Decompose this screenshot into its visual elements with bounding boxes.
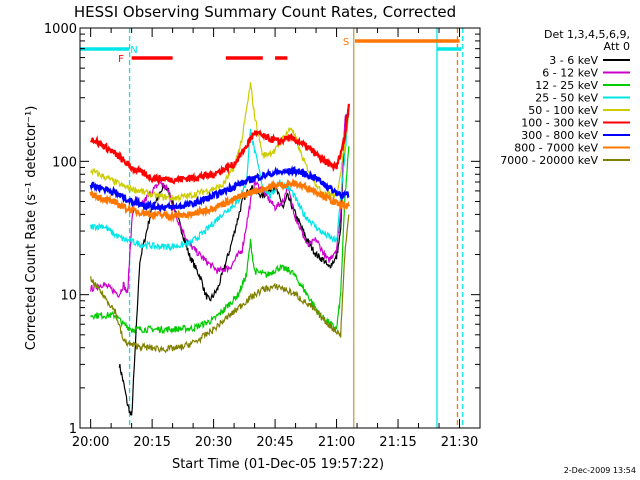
legend-entry-label: 7000 - 20000 keV: [500, 154, 598, 167]
series-line-4: [90, 82, 350, 203]
series-line-1: [90, 107, 350, 298]
x-tick-label: 21:15: [379, 435, 416, 450]
series-line-6: [89, 165, 350, 213]
plot-frame: [79, 27, 481, 429]
legend-title-line-2: Att 0: [604, 40, 630, 53]
legend-entry-label: 50 - 100 keV: [528, 104, 598, 117]
y-tick-label: 10: [60, 289, 77, 304]
legend-entry-label: 12 - 25 keV: [535, 79, 598, 92]
series-line-3: [90, 113, 350, 252]
series-line-7: [89, 178, 350, 223]
x-tick-label: 21:00: [318, 435, 355, 450]
chart-title: HESSI Observing Summary Count Rates, Cor…: [74, 3, 456, 21]
plot-area: NF S: [80, 28, 464, 428]
y-tick-label: 100: [52, 155, 77, 170]
flare_F-label: F: [118, 54, 124, 65]
legend-entry-label: 100 - 300 keV: [521, 117, 598, 130]
y-tick-label: 1000: [44, 22, 77, 37]
x-tick-label: 21:30: [441, 435, 478, 450]
series-line-0: [118, 105, 350, 416]
legend-entry-label: 3 - 6 keV: [549, 54, 598, 67]
legend-entry-label: 25 - 50 keV: [535, 92, 598, 105]
saa_N-label: N: [130, 45, 137, 56]
saa_S-label: S: [343, 37, 349, 48]
x-tick-label: 20:30: [195, 435, 232, 450]
series-line-5: [89, 103, 350, 186]
series-line-2: [90, 146, 350, 335]
series-group: [80, 28, 464, 428]
axes: 1 10 100 1000 20:00 20:15 20:30 20:45 21:00 21:15…: [44, 22, 481, 450]
legend-title-line-1: Det 1,3,4,5,6,9,: [544, 28, 630, 41]
x-tick-label: 20:15: [133, 435, 170, 450]
y-axis-label: Corrected Count Rate (s⁻¹ detector⁻¹): [24, 106, 39, 351]
legend-entry-label: 300 - 800 keV: [521, 129, 598, 142]
y-tick-label: 1: [69, 422, 77, 437]
footer-date: 2-Dec-2009 13:54: [564, 466, 636, 475]
x-axis-label: Start Time (01-Dec-05 19:57:22): [172, 457, 384, 472]
legend-entry-label: 800 - 7000 keV: [514, 142, 598, 155]
series-line-8: [90, 214, 350, 354]
x-tick-label: 20:00: [72, 435, 109, 450]
legend-entry-label: 6 - 12 keV: [542, 67, 598, 80]
x-tick-label: 20:45: [256, 435, 293, 450]
